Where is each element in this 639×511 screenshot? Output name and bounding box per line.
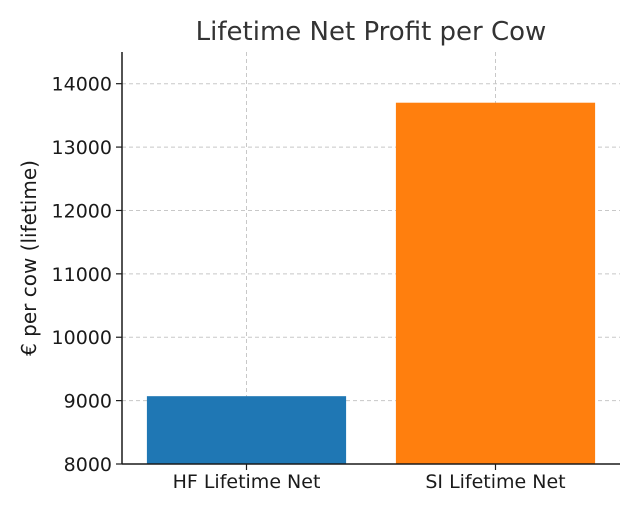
- y-tick-labels: 8000 9000 10000 11000 12000 13000 14000: [52, 74, 112, 476]
- chart-title: Lifetime Net Profit per Cow: [196, 17, 547, 47]
- bar-si-lifetime-net: [395, 102, 596, 464]
- x-tick-label: SI Lifetime Net: [425, 471, 565, 493]
- y-tick-label: 14000: [52, 74, 112, 96]
- x-tick-labels: HF Lifetime Net SI Lifetime Net: [173, 471, 566, 493]
- y-tick-label: 12000: [52, 200, 112, 222]
- bar-hf-lifetime-net: [146, 396, 347, 464]
- y-tick-label: 8000: [64, 454, 112, 476]
- y-tick-label: 9000: [64, 391, 112, 413]
- y-tick-label: 11000: [52, 264, 112, 286]
- y-axis-label: € per cow (lifetime): [17, 160, 41, 356]
- axes: [116, 52, 620, 470]
- x-tick-label: HF Lifetime Net: [173, 471, 321, 493]
- y-tick-label: 13000: [52, 137, 112, 159]
- y-tick-label: 10000: [52, 327, 112, 349]
- bars: [146, 102, 596, 464]
